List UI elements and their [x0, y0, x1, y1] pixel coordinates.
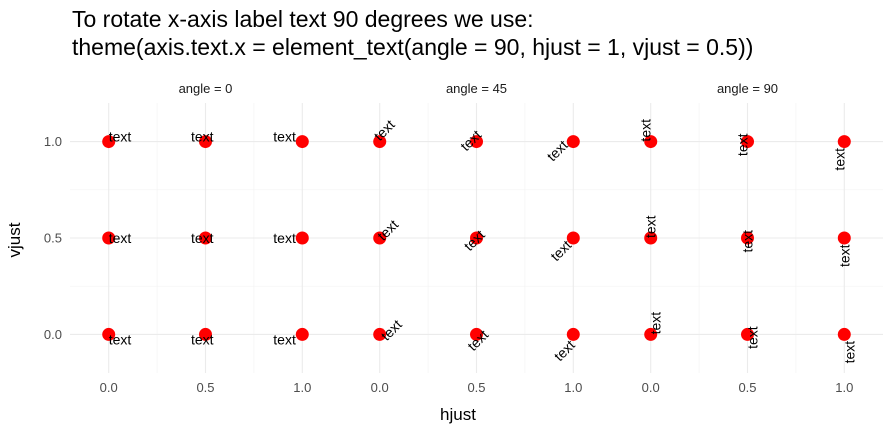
facet-panel: angle = 0 0.0 0.5 1.0 text text text text text te… [70, 81, 341, 395]
y-axis-label: vjust [5, 222, 24, 257]
point-label: text [745, 326, 761, 349]
x-axis-label: hjust [440, 405, 476, 424]
facet-panel: angle = 90 0.0 0.5 1.0 text text text text text t… [612, 81, 883, 395]
data-point [644, 231, 658, 245]
data-point [199, 327, 212, 341]
point-label: text [273, 331, 296, 347]
data-point [373, 327, 387, 341]
data-point [741, 327, 754, 341]
x-tick-label: 1.0 [835, 380, 853, 395]
chart-title: To rotate x-axis label text 90 degrees w… [72, 6, 534, 32]
data-point [295, 327, 309, 341]
x-tick-label: 0.5 [738, 380, 756, 395]
point-label: text [831, 148, 847, 171]
point-label: text [273, 129, 296, 145]
y-tick-label: 0.5 [44, 231, 62, 246]
x-tick-label: 0.5 [196, 380, 214, 395]
point-label: text [638, 119, 654, 142]
data-point [644, 135, 658, 149]
data-point [199, 231, 212, 245]
y-axis-ticks: 0.0 0.5 1.0 [44, 134, 62, 342]
data-point [102, 231, 116, 245]
data-point [470, 327, 483, 341]
point-label: text [643, 215, 659, 238]
point-label: text [273, 230, 296, 246]
data-point [837, 231, 851, 245]
point-label: text [109, 129, 132, 145]
data-point [566, 327, 580, 341]
point-label: text [464, 327, 491, 354]
x-tick-label: 0.0 [642, 380, 660, 395]
point-label: text [457, 127, 484, 154]
data-point [741, 135, 754, 149]
point-label: text [648, 312, 664, 335]
data-point [644, 327, 658, 341]
data-point [837, 135, 851, 149]
y-tick-label: 1.0 [44, 134, 62, 149]
data-point [102, 327, 116, 341]
y-tick-label: 0.0 [44, 327, 62, 342]
point-label: text [735, 133, 751, 156]
point-label: text [841, 341, 857, 364]
facet-strip-label: angle = 0 [179, 81, 233, 96]
facet-panels: angle = 0 0.0 0.5 1.0 text text text text text te… [70, 81, 883, 395]
x-tick-label: 1.0 [293, 380, 311, 395]
point-label: text [191, 129, 214, 145]
x-tick-label: 0.0 [371, 380, 389, 395]
data-point [102, 135, 116, 149]
data-point [566, 135, 580, 149]
data-point [373, 135, 387, 149]
facet-strip-label: angle = 90 [717, 81, 778, 96]
x-tick-label: 0.0 [100, 380, 118, 395]
x-tick-label: 1.0 [564, 380, 582, 395]
point-label: text [191, 331, 214, 347]
point-label: text [740, 230, 756, 253]
data-point [295, 135, 309, 149]
data-point [837, 327, 851, 341]
data-point [566, 231, 580, 245]
x-tick-label: 0.5 [467, 380, 485, 395]
point-label: text [836, 244, 852, 267]
data-point [373, 231, 387, 245]
data-point [199, 135, 212, 149]
data-point [295, 231, 309, 245]
facet-strip-label: angle = 45 [446, 81, 507, 96]
point-label: text [109, 230, 132, 246]
point-label: text [461, 227, 488, 254]
data-point [741, 231, 754, 245]
data-point [470, 231, 483, 245]
chart-subtitle: theme(axis.text.x = element_text(angle =… [72, 34, 753, 60]
point-label: text [191, 230, 214, 246]
data-point [470, 135, 483, 149]
point-label: text [109, 331, 132, 347]
